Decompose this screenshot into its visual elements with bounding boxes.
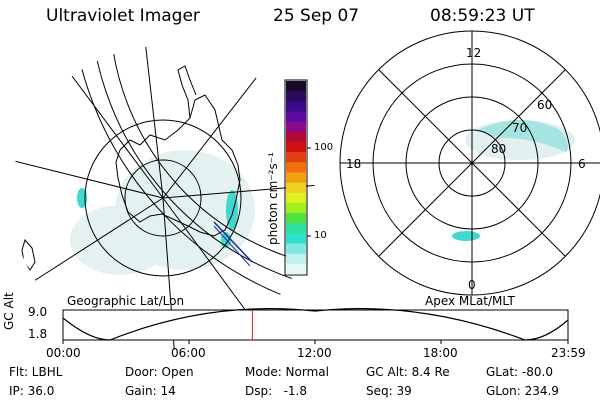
antarctica-coastline bbox=[115, 94, 241, 237]
colorbar-swatch bbox=[286, 172, 306, 184]
mlt-label-18: 18 bbox=[346, 157, 362, 171]
mlat-label-70: 70 bbox=[512, 121, 528, 135]
colorbar-swatch bbox=[286, 223, 306, 234]
ip-info: IP: 36.0 bbox=[9, 384, 55, 398]
colorbar-swatch bbox=[286, 141, 306, 153]
timeline-xtick-1: 06:00 bbox=[171, 346, 206, 360]
timeline-xtick-4: 23:59 bbox=[551, 346, 586, 360]
glon-info: GLon: 234.9 bbox=[486, 384, 559, 398]
colorbar-tick-100: 100 bbox=[314, 142, 334, 153]
colorbar-swatch bbox=[286, 131, 306, 143]
gain-info: Gain: 14 bbox=[125, 384, 176, 398]
south-america-coastline bbox=[21, 238, 36, 271]
magnetic-caption: Apex MLat/MLT bbox=[425, 294, 515, 308]
mlt-label-6: 6 bbox=[578, 157, 586, 171]
timeline-ytick-max: 9.0 bbox=[28, 305, 48, 319]
colorbar-swatch bbox=[286, 263, 306, 275]
emission-spots-left bbox=[77, 188, 238, 248]
mlat-label-60: 60 bbox=[537, 98, 553, 112]
magnetic-polar-plot bbox=[339, 30, 600, 296]
mlat-label-80: 80 bbox=[491, 142, 507, 156]
geographic-map bbox=[11, 46, 315, 350]
colorbar-swatch bbox=[286, 91, 306, 102]
mlt-label-12: 12 bbox=[466, 46, 482, 60]
colorbar-swatch bbox=[286, 152, 306, 163]
timeline-xtick-0: 00:00 bbox=[46, 346, 81, 360]
colorbar-swatch bbox=[286, 202, 306, 214]
timeline-ytick-min: 1.8 bbox=[28, 327, 48, 341]
colorbar-swatch bbox=[286, 253, 306, 265]
image-date: 25 Sep 07 bbox=[273, 6, 360, 26]
colorbar-swatch bbox=[286, 243, 306, 255]
colorbar-swatch bbox=[286, 162, 306, 174]
timeline-xtick-2: 12:00 bbox=[297, 346, 332, 360]
altitude-curve bbox=[62, 308, 569, 341]
altitude-timeline bbox=[62, 308, 569, 344]
colorbar-swatch bbox=[286, 101, 306, 113]
mlt-label-0: 0 bbox=[468, 278, 476, 292]
geographic-caption: Geographic Lat/Lon bbox=[67, 294, 185, 308]
glat-info: GLat: -80.0 bbox=[486, 365, 553, 379]
longitude-lines bbox=[11, 46, 315, 350]
door-info: Door: Open bbox=[125, 365, 194, 379]
colorbar-tick-10: 10 bbox=[314, 230, 327, 241]
color-bar bbox=[284, 79, 311, 276]
colorbar-swatch bbox=[286, 81, 306, 92]
peninsula-coastline bbox=[177, 65, 197, 119]
timeline-xtick-3: 18:00 bbox=[423, 346, 458, 360]
timeline-axis-title: GC Alt bbox=[2, 292, 16, 330]
gc-alt-info: GC Alt: 8.4 Re bbox=[366, 365, 450, 379]
filter-info: Flt: LBHL bbox=[9, 365, 63, 379]
instrument-title: Ultraviolet Imager bbox=[46, 6, 200, 26]
orbit-track bbox=[213, 221, 253, 263]
latitude-lines bbox=[69, 46, 315, 321]
colorbar-swatch bbox=[286, 121, 306, 133]
colorbar-swatch bbox=[286, 233, 306, 245]
colorbar-unit-label: photon cm⁻²s⁻¹ bbox=[266, 152, 280, 245]
image-time: 08:59:23 UT bbox=[430, 6, 535, 26]
colorbar-swatch bbox=[286, 182, 306, 194]
colorbar-swatch bbox=[286, 213, 306, 224]
dsp-info: Dsp: -1.8 bbox=[245, 384, 308, 398]
seq-info: Seq: 39 bbox=[366, 384, 412, 398]
colorbar-swatch bbox=[286, 111, 306, 123]
mode-info: Mode: Normal bbox=[245, 365, 329, 379]
colorbar-swatch bbox=[286, 192, 306, 204]
